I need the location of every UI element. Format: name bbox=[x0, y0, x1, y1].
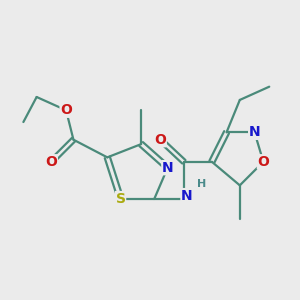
Text: N: N bbox=[249, 125, 260, 139]
Text: O: O bbox=[257, 155, 269, 169]
Text: S: S bbox=[116, 192, 126, 206]
Text: N: N bbox=[181, 189, 193, 202]
Text: O: O bbox=[154, 133, 166, 147]
Text: N: N bbox=[162, 161, 173, 175]
Text: O: O bbox=[60, 103, 72, 117]
Text: H: H bbox=[197, 179, 207, 190]
Text: O: O bbox=[45, 155, 57, 169]
